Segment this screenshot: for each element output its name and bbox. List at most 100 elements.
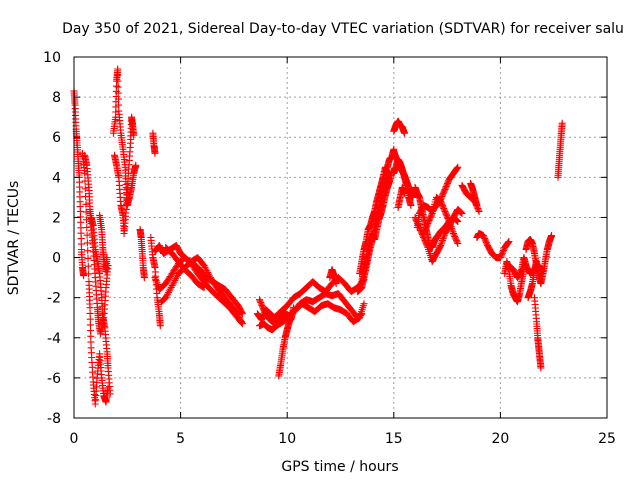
data-point <box>258 301 266 309</box>
data-point <box>140 274 148 282</box>
y-tick-label: 6 <box>52 130 61 146</box>
data-point <box>85 270 93 278</box>
data-point <box>448 226 456 234</box>
x-tick-labels: 0 5 10 15 20 25 <box>70 431 616 447</box>
data-point <box>438 238 446 246</box>
x-tick-label: 15 <box>385 431 403 447</box>
data-point <box>441 185 449 193</box>
data-point <box>106 390 114 398</box>
data-point <box>84 254 92 262</box>
data-point <box>424 220 432 227</box>
data-point <box>200 284 208 292</box>
data-point <box>151 274 159 282</box>
data-point <box>360 300 368 308</box>
data-point <box>235 313 243 321</box>
data-point <box>443 181 451 189</box>
data-point <box>439 191 446 199</box>
data-point <box>442 183 450 190</box>
data-point <box>256 297 264 305</box>
data-point <box>449 228 457 236</box>
data-point <box>481 236 489 244</box>
data-point <box>537 364 545 372</box>
data-point <box>422 224 430 232</box>
data-point <box>443 212 451 220</box>
data-point <box>425 217 433 225</box>
data-points <box>70 65 566 408</box>
data-point <box>504 239 512 247</box>
data-point <box>114 77 122 85</box>
data-point <box>154 281 161 288</box>
data-point <box>401 189 408 197</box>
data-point <box>237 316 245 324</box>
data-point <box>258 314 266 322</box>
y-tick-label: 8 <box>52 90 61 106</box>
data-point <box>558 119 566 127</box>
data-point <box>482 237 490 245</box>
data-point <box>420 228 428 236</box>
data-point <box>290 304 298 312</box>
plot-frame <box>73 56 608 419</box>
data-point <box>259 313 267 321</box>
data-point <box>442 210 450 218</box>
data-point <box>505 238 513 245</box>
data-point <box>401 129 408 137</box>
data-point <box>454 218 462 225</box>
data-point <box>84 262 92 270</box>
y-tick-labels: -8 -6 -4 -2 0 2 4 6 8 10 <box>43 50 61 427</box>
data-point <box>454 163 462 171</box>
data-point <box>114 71 122 79</box>
data-point <box>479 232 487 239</box>
data-point <box>83 231 91 239</box>
data-point <box>440 187 448 195</box>
data-point <box>234 312 242 320</box>
y-tick-label: 4 <box>52 170 61 186</box>
data-point <box>498 251 506 259</box>
data-point <box>450 231 458 239</box>
data-point <box>453 216 460 224</box>
data-point <box>426 215 434 223</box>
data-point <box>475 206 482 214</box>
data-point <box>82 200 90 208</box>
y-axis-label: SDTVAR / TECUs <box>6 181 22 296</box>
data-point <box>447 221 454 229</box>
data-point <box>444 215 452 223</box>
y-tick-label: 10 <box>43 50 61 66</box>
data-point <box>80 272 88 280</box>
data-point <box>441 207 449 215</box>
data-point <box>420 230 428 237</box>
y-tick-label: -8 <box>47 411 61 427</box>
data-point <box>548 232 556 239</box>
axis-ticks <box>73 56 608 419</box>
data-point <box>458 209 466 217</box>
data-point <box>103 254 111 262</box>
data-point <box>386 177 393 185</box>
data-point <box>232 308 240 316</box>
data-point <box>496 254 504 262</box>
data-point <box>436 243 444 251</box>
data-point <box>427 212 435 220</box>
data-point <box>444 178 452 186</box>
data-point <box>422 225 429 233</box>
data-point <box>423 242 431 250</box>
data-point <box>452 235 460 243</box>
data-point <box>407 201 415 209</box>
data-point <box>260 310 268 318</box>
data-point <box>447 223 455 231</box>
data-point <box>504 238 512 246</box>
data-point <box>82 208 90 216</box>
data-point <box>259 303 266 311</box>
data-point <box>450 230 457 237</box>
data-point <box>132 161 140 169</box>
data-point <box>457 208 465 216</box>
data-point <box>439 202 446 210</box>
data-point <box>446 219 454 227</box>
data-point <box>439 190 447 198</box>
x-tick-label: 0 <box>70 431 79 447</box>
data-point <box>422 238 429 246</box>
x-tick-label: 20 <box>491 431 509 447</box>
data-point <box>437 199 445 207</box>
data-point <box>332 280 340 288</box>
data-point <box>499 246 507 254</box>
data-point <box>151 149 159 157</box>
